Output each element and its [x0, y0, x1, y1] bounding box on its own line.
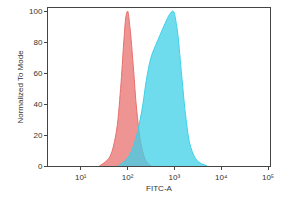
svg-text:10²: 10² [122, 173, 134, 182]
svg-text:40: 40 [33, 100, 42, 109]
svg-text:60: 60 [33, 69, 42, 78]
svg-text:10³: 10³ [169, 173, 181, 182]
svg-text:20: 20 [33, 131, 42, 140]
svg-text:10⁵: 10⁵ [262, 173, 274, 182]
svg-text:80: 80 [33, 38, 42, 47]
svg-text:10¹: 10¹ [75, 173, 87, 182]
svg-text:FITC-A: FITC-A [146, 184, 172, 193]
svg-text:10⁴: 10⁴ [215, 173, 228, 182]
svg-text:Normalized To Mode: Normalized To Mode [16, 50, 25, 124]
svg-text:100: 100 [29, 7, 43, 16]
svg-text:0: 0 [38, 162, 43, 171]
